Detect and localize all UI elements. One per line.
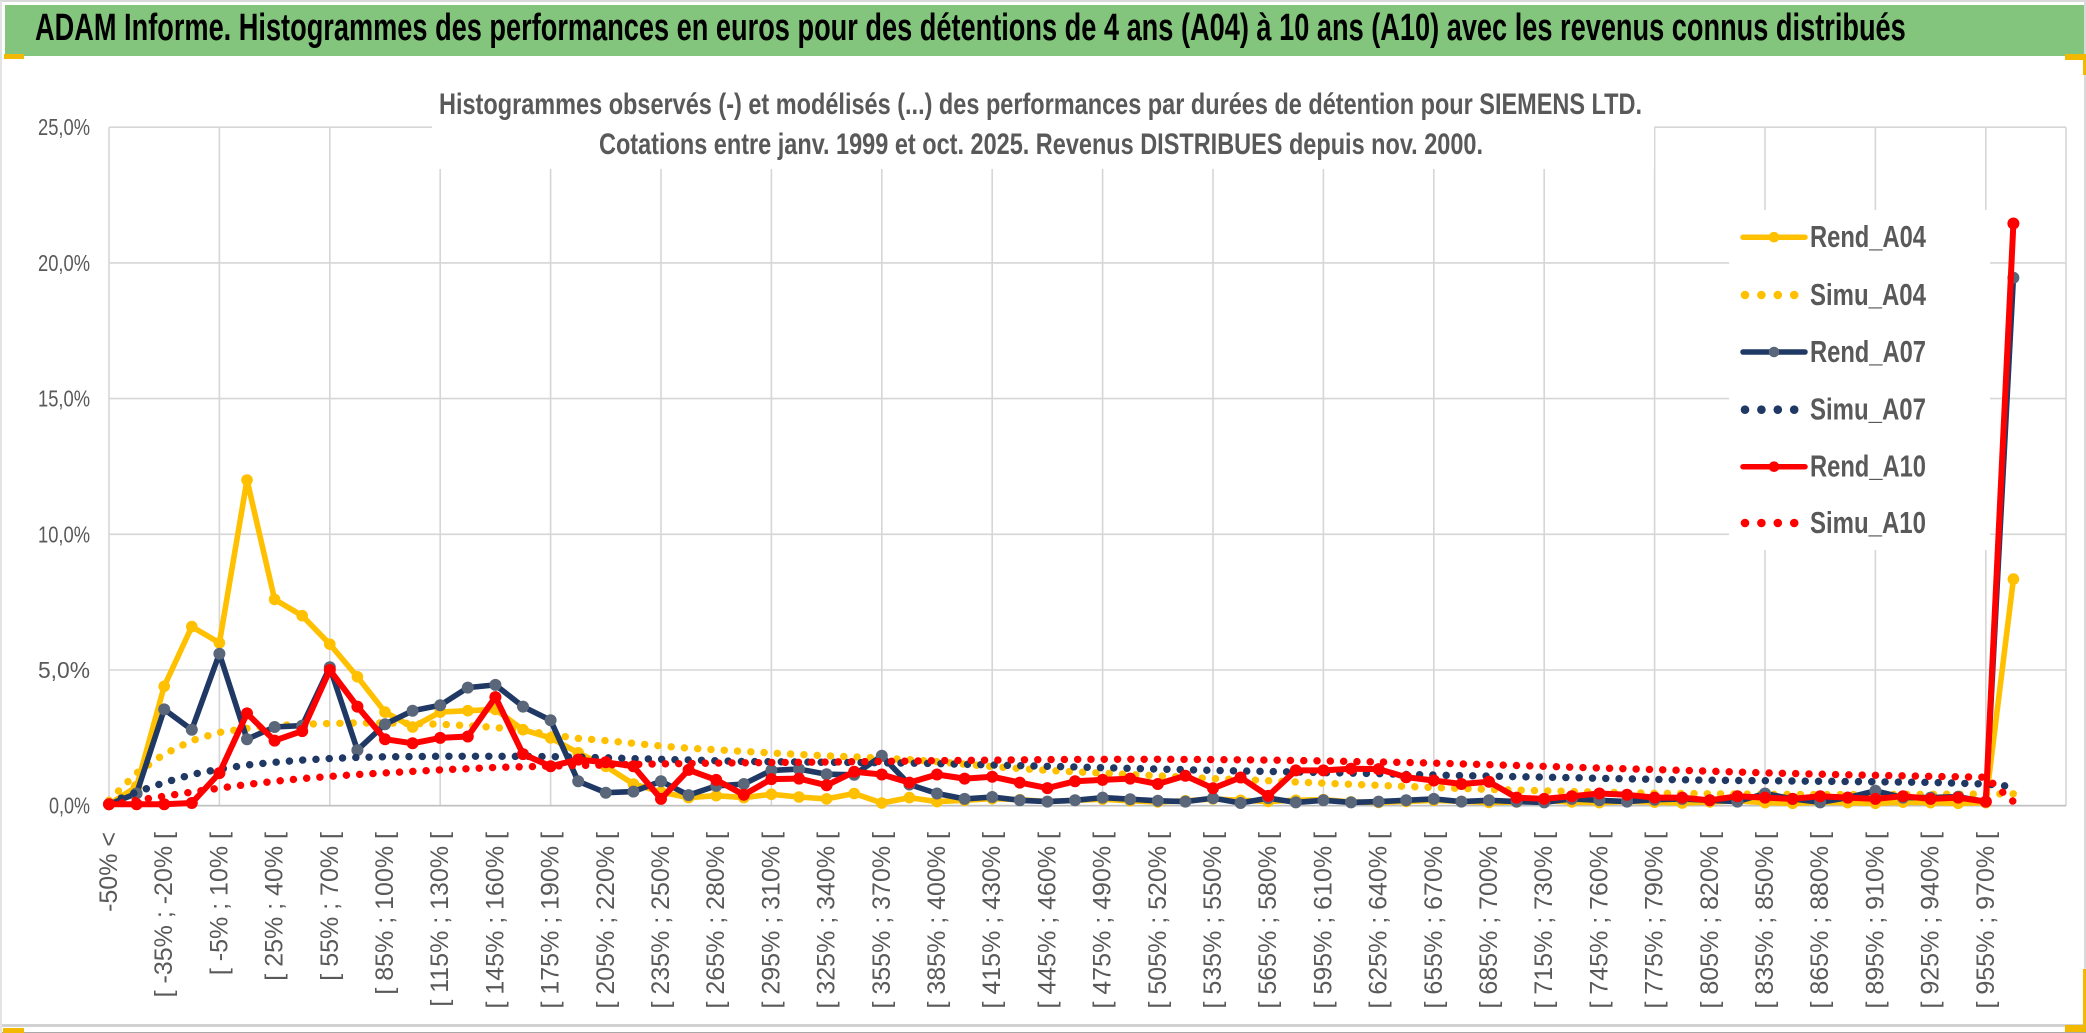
svg-text:[ 655% ; 670% [: [ 655% ; 670% [ (1420, 832, 1448, 1009)
svg-text:0,0%: 0,0% (49, 793, 90, 819)
svg-text:[ 175% ; 190% [: [ 175% ; 190% [ (537, 832, 565, 1009)
svg-text:[ 205% ; 220% [: [ 205% ; 220% [ (592, 832, 620, 1009)
svg-text:Rend_A04: Rend_A04 (1810, 219, 1927, 254)
svg-text:Cotations entre janv. 1999 et: Cotations entre janv. 1999 et oct. 2025.… (599, 128, 1483, 161)
svg-text:[ 955% ; 970% [: [ 955% ; 970% [ (1972, 832, 2000, 1009)
svg-text:5,0%: 5,0% (38, 657, 90, 683)
svg-text:[ 715% ; 730% [: [ 715% ; 730% [ (1530, 832, 1558, 1009)
svg-text:[ 355% ; 370% [: [ 355% ; 370% [ (868, 832, 896, 1009)
svg-text:[ 805% ; 820% [: [ 805% ; 820% [ (1696, 832, 1724, 1009)
svg-text:[ 55% ; 70% [: [ 55% ; 70% [ (316, 832, 344, 981)
svg-text:[ -35% ; -20% [: [ -35% ; -20% [ (150, 832, 178, 997)
svg-text:10,0%: 10,0% (38, 521, 90, 547)
svg-text:[ 775% ; 790% [: [ 775% ; 790% [ (1641, 832, 1669, 1009)
svg-text:Simu_A10: Simu_A10 (1810, 505, 1926, 540)
svg-text:15,0%: 15,0% (38, 386, 90, 412)
svg-text:[ 535% ; 550% [: [ 535% ; 550% [ (1199, 832, 1227, 1009)
svg-text:[ -5% ; 10% [: [ -5% ; 10% [ (205, 832, 233, 975)
svg-text:[ 685% ; 700% [: [ 685% ; 700% [ (1475, 832, 1503, 1009)
svg-text:[ 475% ; 490% [: [ 475% ; 490% [ (1089, 832, 1117, 1009)
svg-text:[ 595% ; 610% [: [ 595% ; 610% [ (1309, 832, 1337, 1009)
svg-text:[ 25% ; 40% [: [ 25% ; 40% [ (261, 832, 289, 981)
svg-text:[ 895% ; 910% [: [ 895% ; 910% [ (1861, 832, 1889, 1009)
svg-text:Simu_A04: Simu_A04 (1810, 277, 1927, 312)
svg-text:[ 115% ; 130% [: [ 115% ; 130% [ (426, 832, 454, 1007)
svg-text:-50% <: -50% < (95, 832, 123, 912)
svg-text:Simu_A07: Simu_A07 (1810, 392, 1926, 427)
svg-text:[ 295% ; 310% [: [ 295% ; 310% [ (757, 832, 785, 1009)
svg-text:[ 235% ; 250% [: [ 235% ; 250% [ (647, 832, 675, 1009)
svg-text:Rend_A07: Rend_A07 (1810, 334, 1926, 369)
svg-text:[ 835% ; 850% [: [ 835% ; 850% [ (1751, 832, 1779, 1009)
svg-text:[ 325% ; 340% [: [ 325% ; 340% [ (813, 832, 841, 1009)
svg-text:[ 745% ; 760% [: [ 745% ; 760% [ (1585, 832, 1613, 1009)
svg-text:Histogrammes observés (-) et m: Histogrammes observés (-) et modélisés (… (439, 88, 1642, 121)
svg-text:[ 445% ; 460% [: [ 445% ; 460% [ (1033, 832, 1061, 1009)
svg-text:[ 415% ; 430% [: [ 415% ; 430% [ (978, 832, 1006, 1009)
svg-text:[ 565% ; 580% [: [ 565% ; 580% [ (1254, 832, 1282, 1009)
svg-text:20,0%: 20,0% (38, 250, 90, 276)
svg-text:[ 85% ; 100% [: [ 85% ; 100% [ (371, 832, 399, 995)
svg-text:[ 265% ; 280% [: [ 265% ; 280% [ (702, 832, 730, 1009)
svg-text:[ 145% ; 160% [: [ 145% ; 160% [ (481, 832, 509, 1009)
svg-text:Rend_A10: Rend_A10 (1810, 449, 1926, 484)
svg-text:25,0%: 25,0% (38, 114, 90, 140)
svg-text:[ 865% ; 880% [: [ 865% ; 880% [ (1806, 832, 1834, 1009)
svg-text:[ 385% ; 400% [: [ 385% ; 400% [ (923, 832, 951, 1009)
svg-text:[ 925% ; 940% [: [ 925% ; 940% [ (1917, 832, 1945, 1009)
svg-text:[ 625% ; 640% [: [ 625% ; 640% [ (1365, 832, 1393, 1009)
svg-text:[ 505% ; 520% [: [ 505% ; 520% [ (1144, 832, 1172, 1009)
